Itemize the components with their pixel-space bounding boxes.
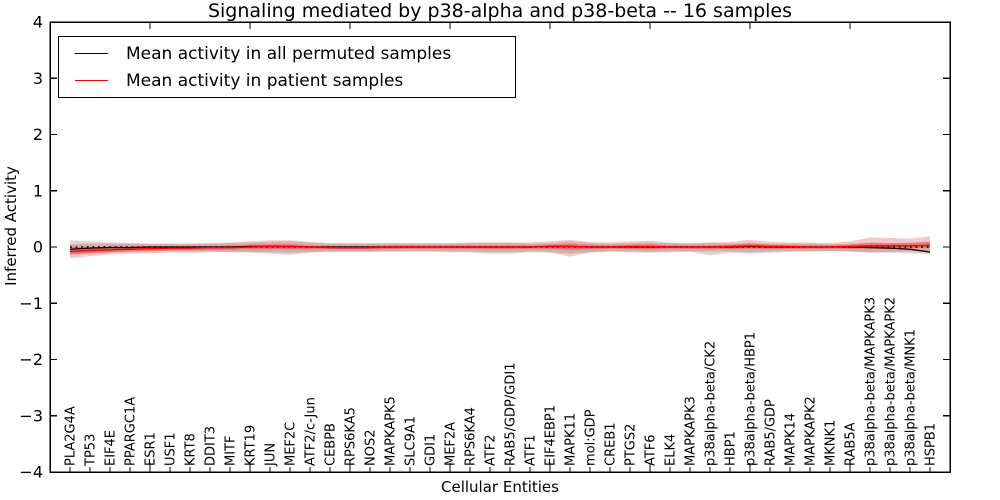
x-entity-label: p38alpha-beta/HBP1	[744, 332, 759, 466]
chart-title: Signaling mediated by p38-alpha and p38-…	[207, 0, 793, 22]
x-entity-label: ATF6	[644, 434, 659, 466]
series-line-patient	[69, 244, 931, 253]
x-entity-label: MAPKAPK3	[684, 396, 699, 466]
y-tick-label: 2	[33, 125, 43, 144]
x-entity-label: PLA2G4A	[64, 406, 79, 466]
x-entity-label: GDI1	[424, 434, 439, 466]
x-entity-label: EIF4E	[104, 430, 119, 466]
x-entity-label: SLC9A1	[404, 416, 419, 466]
x-entity-label: HSPB1	[924, 423, 939, 466]
x-entity-label: KRT19	[244, 425, 259, 466]
x-entity-label: CREB1	[604, 422, 619, 466]
x-entity-label: JUN	[264, 443, 279, 467]
x-entity-label: MAPK11	[564, 413, 579, 466]
band-permuted-samples-range	[70, 240, 930, 257]
x-entity-label: EIF4EBP1	[544, 405, 559, 466]
x-entity-label: HBP1	[724, 431, 739, 466]
x-entity-label: CEBPB	[324, 423, 339, 466]
y-axis-label: Inferred Activity	[2, 166, 20, 286]
x-entity-label: MEF2A	[444, 422, 459, 466]
x-entity-label: RPS6KA4	[464, 407, 479, 466]
x-entity-label: MEF2C	[284, 422, 299, 466]
x-entity-label: NOS2	[364, 430, 379, 466]
x-entity-label: ELK4	[664, 434, 679, 466]
x-entity-label: RPS6KA5	[344, 407, 359, 466]
legend-item-patient: Mean activity in patient samples	[75, 71, 515, 91]
y-tick-label: 0	[33, 238, 43, 257]
x-entity-label: MITF	[224, 436, 239, 466]
x-entity-label: PPARGC1A	[124, 397, 139, 466]
legend-line-sample-permuted	[75, 53, 108, 54]
x-entity-label: RAB5/GDP	[764, 399, 779, 466]
x-entity-label: MAPKAPK5	[384, 396, 399, 466]
legend-label-permuted: Mean activity in all permuted samples	[126, 43, 452, 64]
x-entity-label: DDIT3	[204, 426, 219, 466]
y-tick-label: −3	[19, 406, 43, 425]
x-entity-label: ATF1	[524, 434, 539, 466]
x-entity-label: mol:GDP	[584, 409, 599, 466]
y-tick-label: −1	[19, 294, 43, 313]
y-tick-label: 3	[33, 69, 43, 88]
x-entity-label: MKNK1	[824, 420, 839, 466]
x-entity-label: USF1	[164, 432, 179, 466]
x-entity-label: ATF2	[484, 434, 499, 466]
x-entity-label: p38alpha-beta/MAPKAPK3	[864, 297, 879, 466]
y-tick-label: 1	[33, 181, 43, 200]
legend-label-patient: Mean activity in patient samples	[126, 70, 404, 91]
x-entity-label: RAB5/GDP/GDI1	[504, 363, 519, 466]
x-entity-label: ATF2/c-Jun	[304, 397, 319, 466]
x-entity-label: p38alpha-beta/MNK1	[904, 329, 919, 466]
x-entity-label: TP53	[84, 434, 99, 467]
x-axis-label: Cellular Entities	[441, 478, 559, 496]
x-entity-label: KRT8	[184, 433, 199, 466]
x-entity-label: p38alpha-beta/CK2	[704, 341, 719, 466]
band-patient-samples-range-inner	[70, 241, 930, 255]
legend-line-sample-patient	[75, 80, 108, 81]
legend: Mean activity in all permuted samples Me…	[58, 36, 516, 98]
x-entity-label: ESR1	[144, 432, 159, 466]
x-entity-label: RAB5A	[844, 422, 859, 466]
x-entity-label: p38alpha-beta/MAPKAPK2	[884, 297, 899, 466]
x-entity-label: MAPK14	[784, 413, 799, 466]
y-tick-label: 4	[33, 13, 43, 32]
x-entity-label: PTGS2	[624, 424, 639, 466]
y-tick-label: −4	[19, 463, 43, 482]
legend-item-permuted: Mean activity in all permuted samples	[75, 44, 515, 64]
x-entity-label: MAPKAPK2	[804, 396, 819, 466]
y-tick-label: −2	[19, 350, 43, 369]
